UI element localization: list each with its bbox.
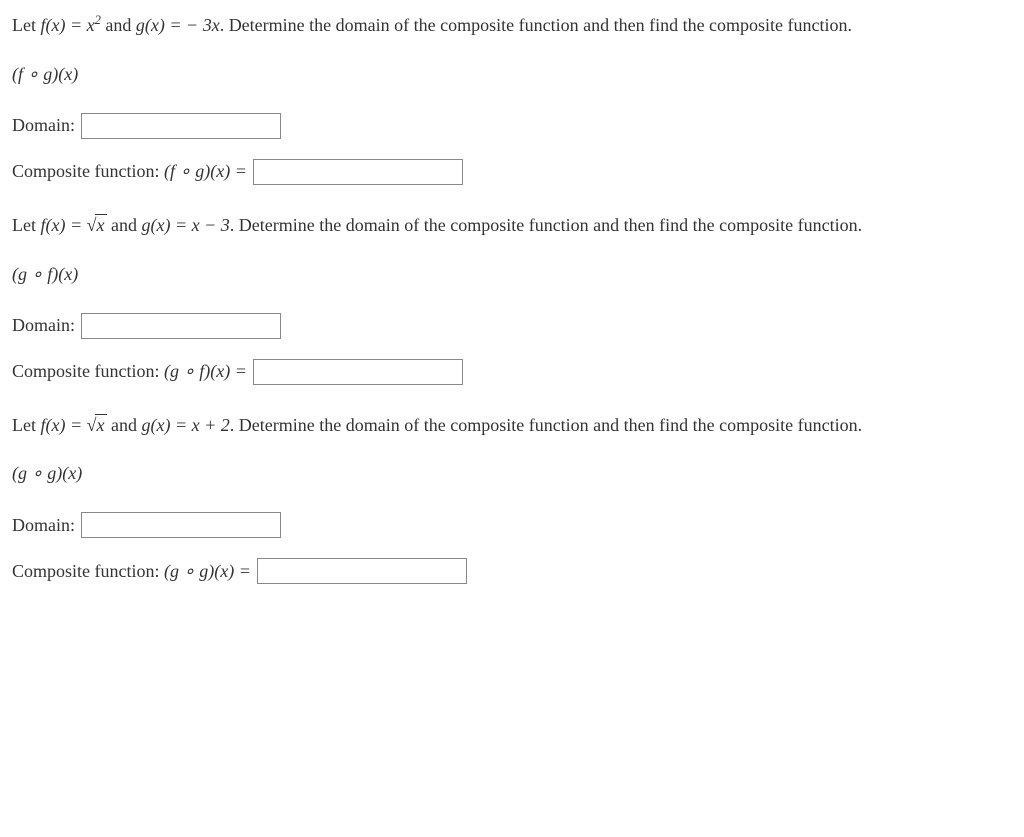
composite-label: Composite function: (f ∘ g)(x) =	[12, 161, 247, 182]
prompt-tail: . Determine the domain of the composite …	[230, 415, 862, 435]
composite-label: Composite function: (g ∘ f)(x) =	[12, 361, 247, 382]
domain-input-1[interactable]	[81, 113, 281, 139]
composition-notation-3: (g ∘ g)(x)	[12, 463, 1012, 484]
domain-row-2: Domain:	[12, 313, 1012, 339]
f-def: f(x) = x	[41, 215, 107, 235]
composition-notation-1: (f ∘ g)(x)	[12, 64, 1012, 85]
problem-2-prompt: Let f(x) = x and g(x) = x − 3. Determine…	[12, 211, 1012, 240]
text-let: Let	[12, 215, 41, 235]
prompt-tail: . Determine the domain of the composite …	[220, 15, 852, 35]
composite-input-1[interactable]	[253, 159, 463, 185]
domain-input-3[interactable]	[81, 512, 281, 538]
text-let: Let	[12, 15, 41, 35]
f-def: f(x) = x	[41, 415, 107, 435]
composite-label: Composite function: (g ∘ g)(x) =	[12, 561, 251, 582]
composite-row-2: Composite function: (g ∘ f)(x) =	[12, 359, 1012, 385]
g-def: g(x) = − 3x	[136, 15, 220, 35]
domain-input-2[interactable]	[81, 313, 281, 339]
sqrt-icon: x	[87, 211, 107, 240]
text-and: and	[101, 15, 136, 35]
composite-input-2[interactable]	[253, 359, 463, 385]
domain-label: Domain:	[12, 315, 75, 336]
prompt-tail: . Determine the domain of the composite …	[230, 215, 862, 235]
domain-row-3: Domain:	[12, 512, 1012, 538]
sqrt-icon: x	[87, 411, 107, 440]
domain-label: Domain:	[12, 115, 75, 136]
composite-row-3: Composite function: (g ∘ g)(x) =	[12, 558, 1012, 584]
text-and: and	[107, 215, 142, 235]
problem-1-prompt: Let f(x) = x2 and g(x) = − 3x. Determine…	[12, 10, 1012, 40]
problem-2: Let f(x) = x and g(x) = x − 3. Determine…	[12, 211, 1012, 385]
problem-3: Let f(x) = x and g(x) = x + 2. Determine…	[12, 411, 1012, 585]
composite-row-1: Composite function: (f ∘ g)(x) =	[12, 159, 1012, 185]
composite-input-3[interactable]	[257, 558, 467, 584]
problem-1: Let f(x) = x2 and g(x) = − 3x. Determine…	[12, 10, 1012, 185]
g-def: g(x) = x + 2	[142, 415, 230, 435]
domain-label: Domain:	[12, 515, 75, 536]
composition-notation-2: (g ∘ f)(x)	[12, 264, 1012, 285]
f-def: f(x) = x2	[41, 15, 101, 35]
text-let: Let	[12, 415, 41, 435]
g-def: g(x) = x − 3	[142, 215, 230, 235]
domain-row-1: Domain:	[12, 113, 1012, 139]
problem-3-prompt: Let f(x) = x and g(x) = x + 2. Determine…	[12, 411, 1012, 440]
text-and: and	[107, 415, 142, 435]
